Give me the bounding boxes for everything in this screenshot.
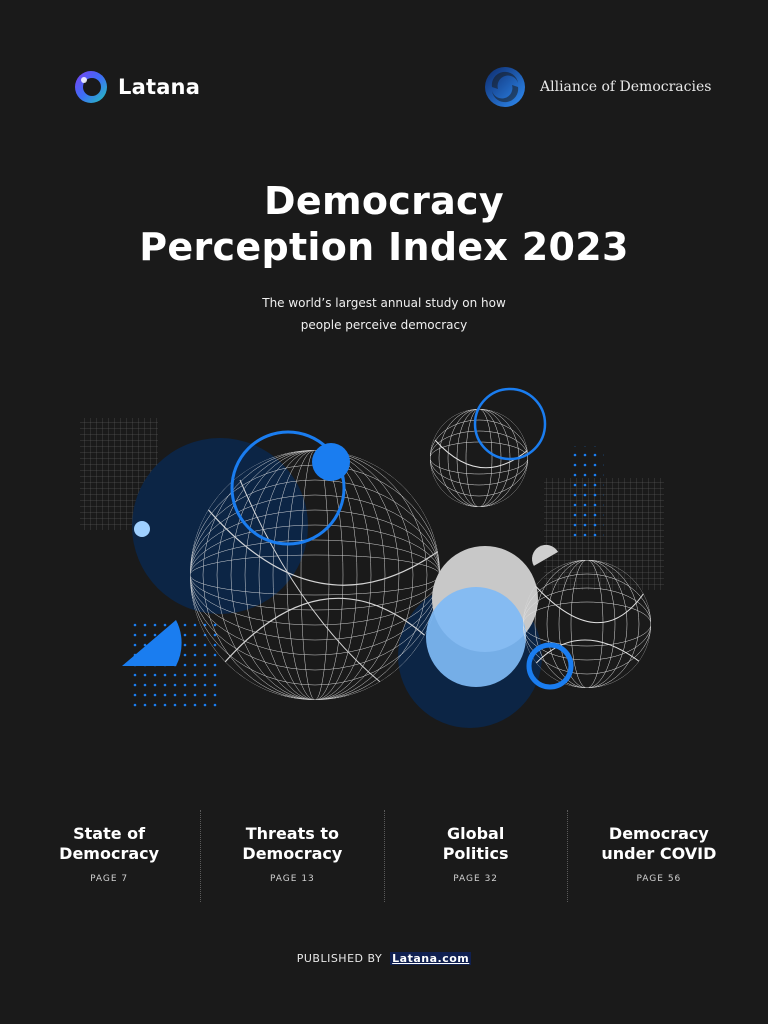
alliance-brand[interactable]: Alliance of Democracies — [484, 66, 711, 108]
toc-item-state-of-democracy[interactable]: State of Democracy PAGE 7 — [18, 810, 200, 902]
cover-illustration — [80, 387, 664, 728]
toc-page: PAGE 13 — [269, 874, 315, 884]
wire-sphere-large — [190, 450, 440, 700]
blue-ring-upper-right — [473, 387, 547, 461]
dot-grid-upper-right — [572, 446, 604, 542]
toc-title: Threats to Democracy — [201, 824, 383, 864]
wire-sphere-right — [523, 560, 651, 688]
toc-item-global-politics[interactable]: Global Politics PAGE 32 — [383, 810, 567, 902]
grey-half-circle — [532, 544, 559, 566]
cover-title: Democracy Perception Index 2023 — [0, 178, 768, 270]
toc-title-line-1: Threats to — [245, 824, 339, 843]
toc-title-line-2: Politics — [442, 844, 509, 863]
title-line-2: Perception Index 2023 — [139, 225, 629, 269]
light-blue-dot-left — [134, 521, 150, 537]
toc-title-line-2: Democracy — [242, 844, 343, 863]
cover-subtitle: The world’s largest annual study on how … — [0, 292, 768, 336]
latana-name: Latana — [118, 75, 201, 99]
footer: PUBLISHED BY Latana.com — [0, 952, 768, 965]
toc-item-democracy-under-covid[interactable]: Democracy under COVID PAGE 56 — [566, 810, 750, 902]
toc-page: PAGE 7 — [90, 874, 129, 884]
navy-circle-large — [132, 438, 308, 614]
toc-title-line-1: Democracy — [608, 824, 709, 843]
toc-item-threats-to-democracy[interactable]: Threats to Democracy PAGE 13 — [200, 810, 383, 902]
toc-title-line-2: Democracy — [59, 844, 160, 863]
blue-ring-lower-right — [526, 642, 574, 690]
subtitle-line-2: people perceive democracy — [300, 318, 468, 332]
title-line-1: Democracy — [264, 179, 504, 223]
table-of-contents: State of Democracy PAGE 7 Threats to Dem… — [18, 810, 750, 902]
subtitle-line-1: The world’s largest annual study on how — [262, 296, 506, 310]
toc-page: PAGE 56 — [636, 874, 682, 884]
toc-title: Global Politics — [385, 824, 567, 864]
latana-brand[interactable]: Latana — [74, 70, 200, 104]
alliance-name: Alliance of Democracies — [540, 79, 712, 95]
toc-page: PAGE 32 — [453, 874, 499, 884]
blue-dot-top — [312, 443, 350, 481]
blue-ring-top — [230, 430, 346, 546]
toc-title-line-1: State of — [73, 824, 146, 843]
footer-published-by: PUBLISHED BY — [296, 952, 383, 965]
blue-quarter-shape — [122, 620, 182, 666]
header: Latana Alliance of Democracies — [0, 62, 768, 112]
light-blue-circle — [426, 587, 526, 687]
toc-title: Democracy under COVID — [568, 824, 750, 864]
alliance-logo-icon — [485, 67, 525, 107]
toc-title: State of Democracy — [18, 824, 200, 864]
toc-title-line-2: under COVID — [601, 844, 717, 863]
latana-logo-icon — [75, 71, 107, 103]
footer-latana-link[interactable]: Latana.com — [390, 952, 472, 965]
toc-title-line-1: Global — [446, 824, 505, 843]
